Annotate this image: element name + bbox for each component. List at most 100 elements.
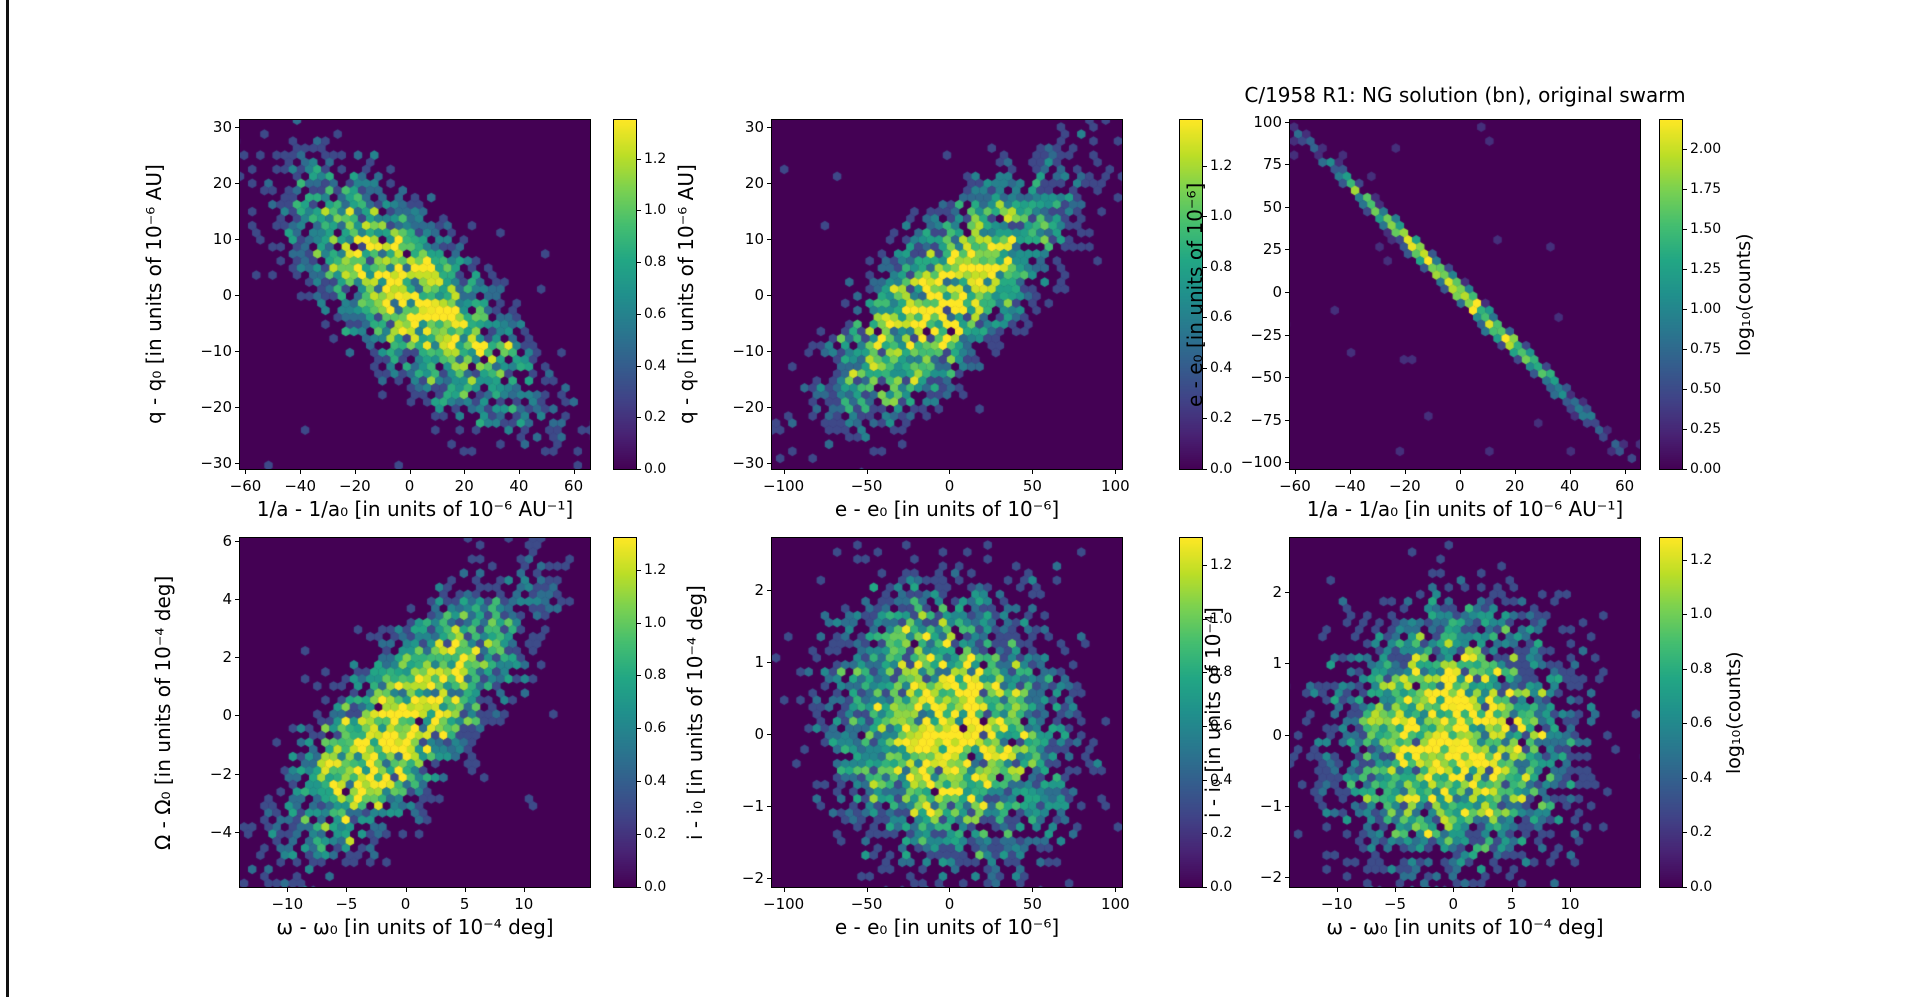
y-tick-label: −25 [1250, 325, 1282, 344]
colorbar-spine [1179, 119, 1203, 470]
y-tick-label: −30 [200, 454, 232, 473]
colorbar-spine [613, 537, 637, 888]
x-tick-label: 0 [944, 477, 955, 495]
colorbar-tick [637, 569, 641, 571]
y-tick-label: 0 [754, 286, 764, 305]
x-tick [1032, 470, 1034, 474]
x-tick-label: −60 [229, 477, 262, 495]
colorbar-tick [1683, 832, 1687, 834]
colorbar-tick-label: 0.4 [644, 773, 667, 790]
colorbar-tick-label: 0.4 [1210, 771, 1233, 788]
y-tick [235, 407, 239, 409]
colorbar-tick [637, 469, 641, 470]
y-tick [1285, 164, 1289, 166]
y-tick-label: 25 [1262, 240, 1282, 259]
y-tick-label: 2 [754, 580, 764, 599]
x-tick-label: −20 [1389, 477, 1421, 495]
x-axis-label: e - e₀ [in units of 10⁻⁶] [834, 497, 1060, 521]
axes-spine [1289, 537, 1641, 888]
y-tick [1285, 121, 1289, 123]
axes-spine [239, 119, 591, 470]
x-tick [949, 888, 951, 892]
colorbar-tick-label: 0.6 [1690, 715, 1713, 732]
y-tick-label: 10 [212, 230, 232, 249]
y-tick-label: 2 [222, 648, 232, 667]
y-tick [767, 295, 771, 297]
colorbar-tick-label: 2.00 [1690, 140, 1722, 157]
colorbar-spine [1659, 537, 1683, 888]
colorbar-tick [1203, 672, 1207, 674]
x-tick [346, 888, 348, 892]
y-tick [767, 662, 771, 664]
x-tick [1032, 888, 1034, 892]
x-tick-label: 0 [1454, 477, 1465, 495]
axes-spine [771, 119, 1123, 470]
colorbar-tick-label: 1.2 [1210, 157, 1233, 174]
colorbar-tick [1683, 188, 1687, 190]
x-tick [1115, 470, 1117, 474]
y-tick-label: −10 [200, 342, 232, 361]
y-tick-label: −75 [1250, 410, 1282, 429]
colorbar-tick-label: 0.0 [644, 879, 667, 895]
colorbar-tick [1203, 725, 1207, 727]
y-tick [235, 183, 239, 185]
y-tick [767, 127, 771, 129]
y-tick-label: 30 [212, 118, 232, 137]
colorbar-tick [1203, 216, 1207, 218]
axes-spine [771, 537, 1123, 888]
x-tick [405, 888, 407, 892]
y-tick-label: 2 [1272, 583, 1282, 602]
colorbar-tick-label: 1.0 [1210, 610, 1233, 627]
x-tick [866, 470, 868, 474]
colorbar-tick [637, 834, 641, 836]
x-axis-label: 1/a - 1/a₀ [in units of 10⁻⁶ AU⁻¹] [1306, 497, 1624, 521]
x-tick [1115, 888, 1117, 892]
x-tick [409, 470, 411, 474]
colorbar-tick [637, 622, 641, 624]
x-tick [1453, 888, 1455, 892]
colorbar-tick [1683, 723, 1687, 725]
y-tick [235, 657, 239, 659]
colorbar-tick [1203, 618, 1207, 620]
colorbar-tick-label: 0.25 [1690, 420, 1722, 437]
colorbar-tick [1203, 165, 1207, 167]
x-tick [518, 470, 520, 474]
colorbar-tick-label: 0.2 [644, 826, 667, 843]
y-tick-label: 10 [744, 230, 764, 249]
y-axis-label: i - i₀ [in units of 10⁻⁴ deg] [683, 585, 707, 840]
y-tick [1285, 291, 1289, 293]
y-tick-label: 6 [222, 531, 232, 550]
x-tick [1404, 470, 1406, 474]
colorbar-tick [1683, 887, 1687, 888]
colorbar-tick [1203, 469, 1207, 470]
y-tick [1285, 592, 1289, 594]
x-tick [464, 470, 466, 474]
colorbar-tick-label: 0.8 [1690, 660, 1713, 677]
y-tick [1285, 663, 1289, 665]
y-tick-label: −1 [1259, 796, 1282, 815]
colorbar-tick [1683, 428, 1687, 430]
y-tick-label: 0 [754, 725, 764, 744]
colorbar-tick-label: 0.0 [1210, 461, 1233, 477]
colorbar-tick [1683, 559, 1687, 561]
colorbar-label: log₁₀(counts) [1733, 233, 1755, 356]
y-tick-label: −30 [732, 454, 764, 473]
x-tick-label: 10 [514, 895, 534, 913]
x-tick [1336, 888, 1338, 892]
colorbar-tick [1203, 317, 1207, 319]
x-tick [1569, 470, 1571, 474]
colorbar-tick [1203, 564, 1207, 566]
y-tick-label: −2 [1259, 868, 1282, 887]
y-tick [1285, 734, 1289, 736]
x-tick-label: 100 [1101, 477, 1130, 495]
y-tick [1285, 334, 1289, 336]
x-tick [1511, 888, 1513, 892]
y-tick [767, 463, 771, 465]
colorbar-spine [1179, 537, 1203, 888]
y-tick-label: 0 [1272, 282, 1282, 301]
y-tick [1285, 206, 1289, 208]
x-tick-label: −60 [1279, 477, 1311, 495]
colorbar-tick-label: 0.2 [1690, 824, 1713, 841]
colorbar-tick-label: 1.2 [644, 150, 667, 167]
